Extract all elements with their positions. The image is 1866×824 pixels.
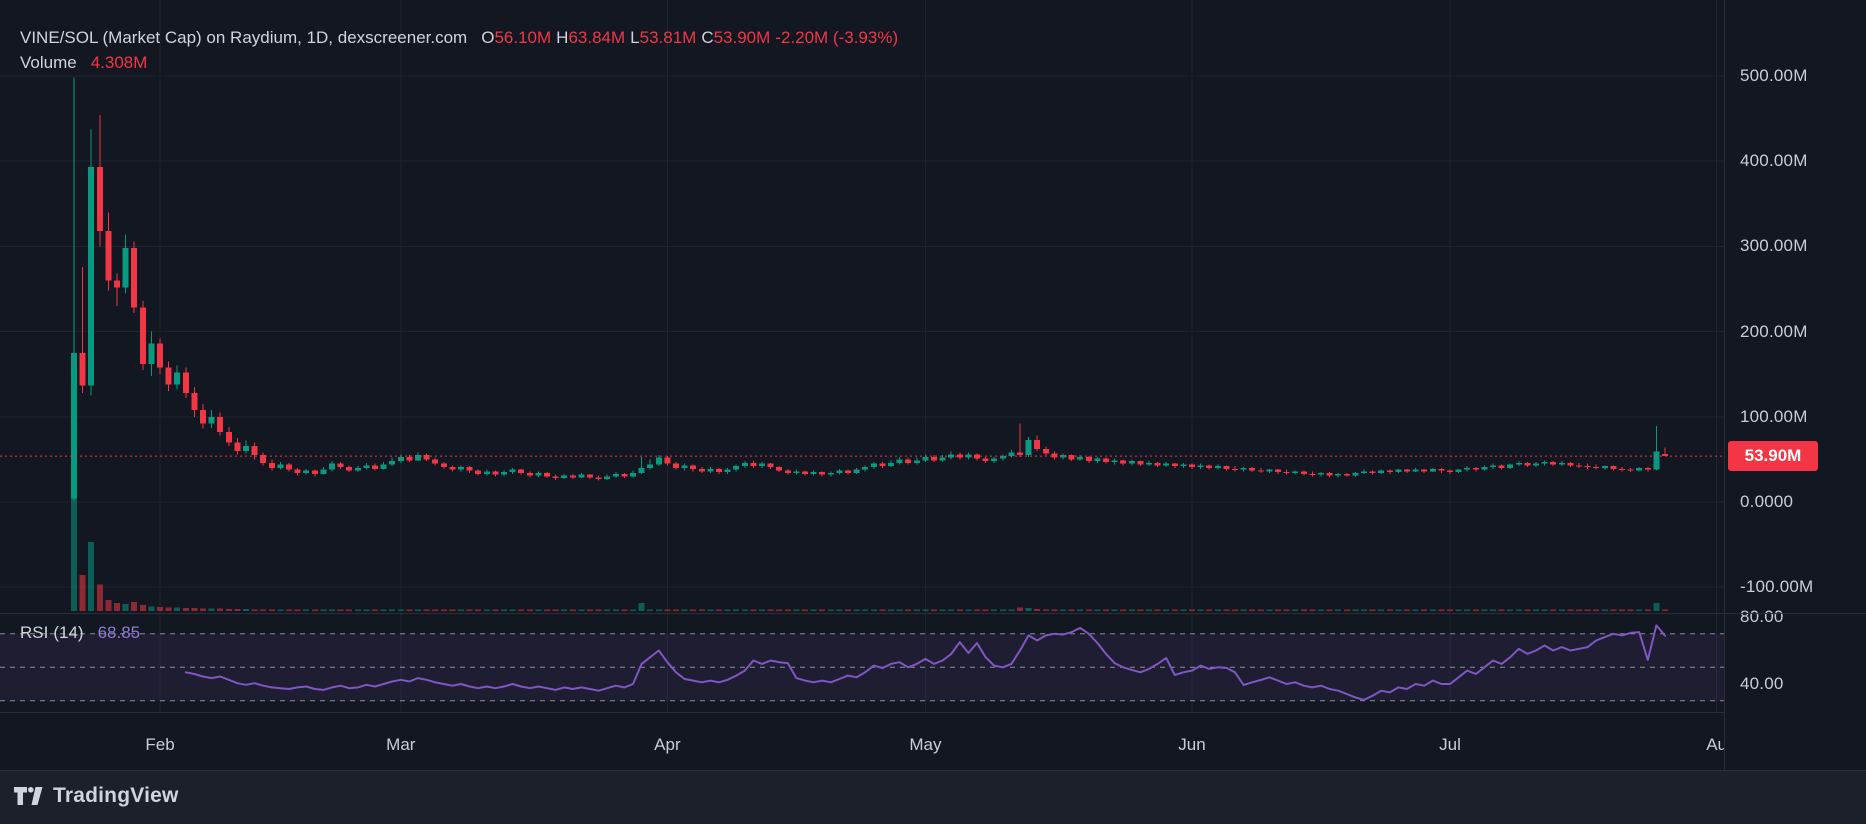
- high-label: H: [556, 28, 569, 47]
- chart-canvas[interactable]: [0, 0, 1724, 770]
- symbol-title[interactable]: VINE/SOL (Market Cap) on Raydium, 1D, de…: [20, 28, 468, 47]
- time-axis-tick: Apr: [654, 735, 681, 754]
- price-axis[interactable]: 53.90M 500.00M 400.00M 300.00M 200.00M 100.0…: [1724, 0, 1866, 770]
- time-axis-tick: Mar: [386, 735, 416, 754]
- low-value: 53.81M: [639, 28, 697, 47]
- rsi-legend: RSI (14) 68.85: [20, 623, 140, 643]
- open-label: O: [481, 28, 495, 47]
- volume-legend: Volume 4.308M: [20, 53, 147, 73]
- rsi-axis-tick: 40.00: [1740, 674, 1784, 693]
- time-axis-tick: Jun: [1178, 735, 1206, 754]
- rsi-params: (14): [53, 623, 84, 642]
- current-price-badge: 53.90M: [1728, 441, 1818, 472]
- close-value: 53.90M: [713, 28, 771, 47]
- price-axis-tick: 200.00M: [1740, 321, 1808, 341]
- time-axis-tick: Au: [1706, 735, 1727, 754]
- symbol-legend: VINE/SOL (Market Cap) on Raydium, 1D, de…: [20, 28, 898, 48]
- price-axis-tick: 100.00M: [1740, 406, 1808, 426]
- rsi-line: [184, 624, 1666, 701]
- time-axis-tick: Feb: [145, 735, 175, 754]
- volume-series: [71, 421, 1668, 611]
- rsi-label[interactable]: RSI: [20, 623, 49, 642]
- tradingview-brand-link[interactable]: TradingView: [14, 784, 179, 808]
- low-label: L: [630, 28, 640, 47]
- rsi-value: 68.85: [97, 623, 141, 642]
- price-axis-tick: 400.00M: [1740, 151, 1808, 171]
- volume-label[interactable]: Volume: [20, 53, 77, 72]
- open-value: 56.10M: [494, 28, 552, 47]
- time-axis-tick: May: [909, 735, 942, 754]
- pane-divider[interactable]: [0, 613, 1866, 614]
- time-axis[interactable]: Feb Mar Apr May Jun Jul Au: [0, 712, 1866, 771]
- gridlines: [0, 0, 1724, 712]
- change-value: -2.20M (-3.93%): [775, 28, 899, 47]
- candlestick-series: [71, 77, 1668, 501]
- price-axis-tick: 300.00M: [1740, 236, 1808, 256]
- price-axis-tick: -100.00M: [1740, 577, 1814, 597]
- tradingview-brand-text: TradingView: [53, 784, 179, 807]
- footer-bar: TradingView: [0, 770, 1866, 824]
- price-axis-tick: 0.0000: [1740, 492, 1794, 511]
- time-axis-tick: Jul: [1439, 735, 1461, 754]
- chart-plot-area[interactable]: VINE/SOL (Market Cap) on Raydium, 1D, de…: [0, 0, 1724, 770]
- close-label: C: [701, 28, 714, 47]
- tradingview-logo-icon: [14, 787, 43, 805]
- rsi-axis-tick: 80.00: [1740, 607, 1784, 626]
- volume-value: 4.308M: [90, 53, 148, 72]
- high-value: 63.84M: [568, 28, 626, 47]
- price-axis-tick: 500.00M: [1740, 66, 1808, 85]
